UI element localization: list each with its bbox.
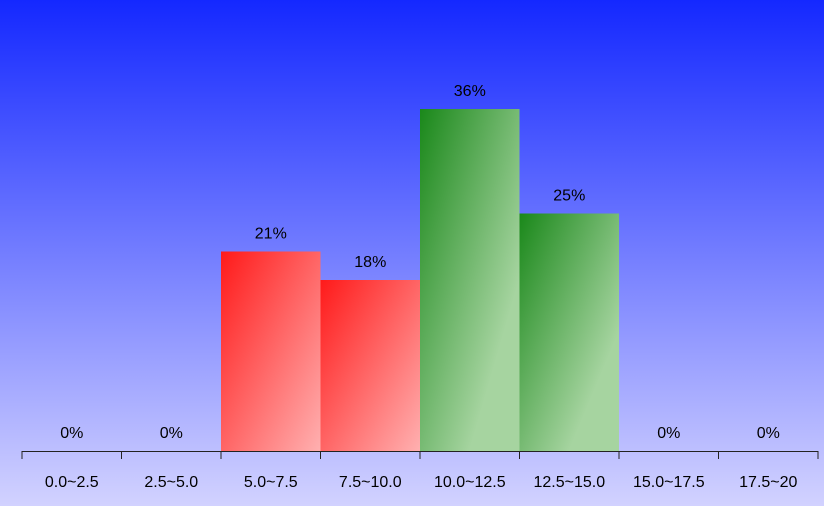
data-label-7.5~10.0: 18%: [354, 254, 386, 271]
data-label-10.0~12.5: 36%: [454, 83, 486, 100]
data-label-5.0~7.5: 21%: [255, 226, 287, 243]
data-label-0.0~2.5: 0%: [60, 425, 83, 442]
data-label-15.0~17.5: 0%: [657, 425, 680, 442]
x-tick-label-17.5~20: 17.5~20: [739, 474, 797, 491]
x-tick-label-0.0~2.5: 0.0~2.5: [45, 474, 99, 491]
x-tick-label-2.5~5.0: 2.5~5.0: [144, 474, 198, 491]
data-label-2.5~5.0: 0%: [160, 425, 183, 442]
x-tick-label-15.0~17.5: 15.0~17.5: [633, 474, 705, 491]
x-tick-label-10.0~12.5: 10.0~12.5: [434, 474, 506, 491]
x-axis: [21, 451, 819, 459]
x-tick-label-12.5~15.0: 12.5~15.0: [533, 474, 605, 491]
x-tick-labels-layer: 0.0~2.5 2.5~5.0 5.0~7.5 7.5~10.0 10.0~12.5 12…: [45, 474, 798, 491]
x-tick-label-5.0~7.5: 5.0~7.5: [244, 474, 298, 491]
data-label-17.5~20: 0%: [757, 425, 780, 442]
bar-10.0~12.5: [420, 109, 520, 451]
bars-layer: [221, 109, 619, 451]
bar-5.0~7.5: [221, 251, 321, 451]
data-labels-layer: 0% 0% 21% 18% 36% 25% 0% 0%: [60, 83, 780, 442]
data-label-12.5~15.0: 25%: [553, 188, 585, 205]
x-tick-label-7.5~10.0: 7.5~10.0: [339, 474, 402, 491]
bar-12.5~15.0: [519, 213, 619, 451]
bar-7.5~10.0: [320, 280, 420, 451]
